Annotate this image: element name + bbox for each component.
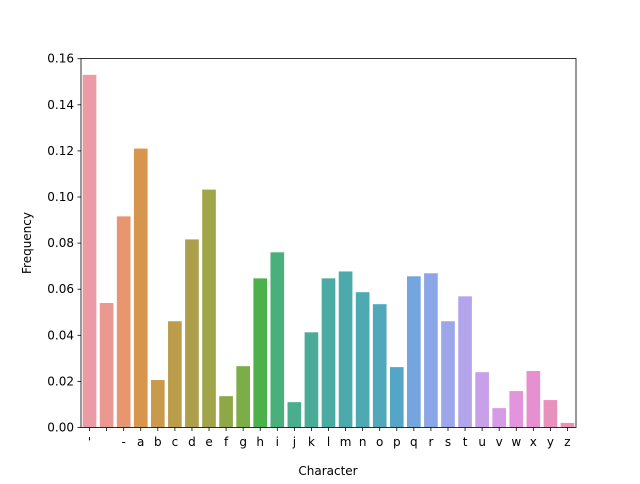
bar-24 — [492, 408, 507, 428]
bar-14 — [321, 278, 336, 428]
bar-8 — [219, 396, 233, 428]
x-tick-label: t — [463, 435, 468, 449]
x-tick-label: n — [359, 435, 367, 449]
x-tick-label: h — [256, 435, 264, 449]
x-tick-label: m — [340, 435, 352, 449]
bar-18 — [389, 367, 404, 428]
x-tick-label: k — [308, 435, 315, 449]
x-tick-label: y — [547, 435, 554, 449]
x-tick-label: g — [239, 435, 247, 449]
bar-9 — [236, 366, 250, 428]
x-tick-label: ' — [88, 435, 91, 449]
x-tick-label — [105, 435, 109, 449]
x-tick-label: f — [224, 435, 229, 449]
x-axis-label: Character — [298, 464, 357, 478]
y-tick-label: 0.04 — [47, 328, 74, 342]
x-tick-label: j — [292, 435, 296, 449]
y-tick-label: 0.10 — [47, 190, 74, 204]
x-tick-label: q — [410, 435, 418, 449]
y-tick-label: 0.06 — [47, 282, 74, 296]
bar-22 — [458, 296, 472, 428]
x-tick-label: w — [511, 435, 521, 449]
x-tick-label: - — [122, 435, 126, 449]
x-tick-label: u — [478, 435, 486, 449]
bar-16 — [355, 292, 370, 428]
bar-13 — [304, 332, 319, 428]
bar-21 — [441, 321, 455, 428]
bar-10 — [253, 278, 268, 428]
bar-26 — [526, 371, 541, 428]
axes-frame — [80, 58, 577, 428]
x-tick-label: d — [188, 435, 196, 449]
bar-0 — [82, 74, 97, 428]
x-tick-label: p — [393, 435, 401, 449]
x-tick-label: s — [445, 435, 451, 449]
bar-25 — [509, 391, 524, 428]
y-tick-label: 0.00 — [47, 421, 74, 435]
bar-7 — [202, 189, 216, 428]
x-tick-label: c — [172, 435, 179, 449]
bar-15 — [338, 271, 353, 428]
y-axis-label: Frequency — [20, 212, 34, 274]
x-tick-label: i — [276, 435, 279, 449]
bar-20 — [424, 273, 438, 428]
bar-4 — [150, 380, 165, 428]
bar-27 — [543, 400, 558, 428]
y-tick-label: 0.08 — [47, 236, 74, 250]
bar-23 — [475, 372, 489, 428]
bar-11 — [270, 252, 285, 428]
x-tick-label: o — [376, 435, 383, 449]
x-tick-label: e — [205, 435, 212, 449]
bar-3 — [133, 148, 148, 428]
x-tick-label: z — [564, 435, 570, 449]
bar-6 — [185, 239, 199, 428]
bar-28 — [560, 422, 575, 428]
y-tick-label: 0.16 — [47, 52, 74, 66]
y-tick-label: 0.02 — [47, 374, 74, 388]
bar-17 — [372, 304, 387, 428]
bar-19 — [407, 276, 421, 428]
y-tick-label: 0.12 — [47, 144, 74, 158]
y-tick-label: 0.14 — [47, 98, 74, 112]
bar-2 — [116, 216, 131, 428]
x-tick-label: x — [530, 435, 537, 449]
x-tick-label: v — [496, 435, 503, 449]
x-tick-label: l — [327, 435, 330, 449]
bar-1 — [99, 303, 114, 428]
bar-12 — [287, 402, 302, 428]
x-tick-label: a — [137, 435, 144, 449]
x-tick-label: r — [428, 435, 433, 449]
bar-5 — [168, 321, 182, 428]
x-tick-label: b — [154, 435, 162, 449]
